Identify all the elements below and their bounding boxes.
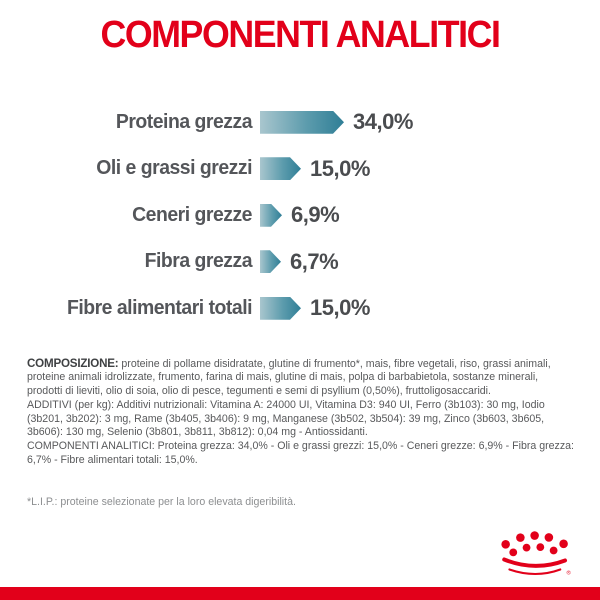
chart-row-bar [260, 297, 301, 320]
lip-footnote: *L.I.P.: proteine selezionate per la lor… [27, 496, 296, 508]
composition-label: COMPOSIZIONE: [27, 357, 119, 370]
footer-red-bar [0, 587, 600, 600]
chart-row: Ceneri grezze 6,9% [0, 192, 600, 239]
royal-canin-crown-logo: ® [501, 531, 571, 577]
chart-row-label: Ceneri grezze [132, 203, 252, 226]
chart-row: Proteina grezza 34,0% [0, 99, 600, 146]
page-title: COMPONENTI ANALITICI [100, 14, 501, 56]
chart-row: Oli e grassi grezzi 15,0% [0, 146, 600, 193]
registered-trademark-mark: ® [566, 570, 571, 577]
chart-row: Fibra grezza 6,7% [0, 239, 600, 286]
additives-paragraph: ADDITIVI (per kg): Additivi nutrizionali… [27, 399, 545, 439]
chart-row-bar [260, 204, 282, 227]
chart-row-label: Fibra grezza [144, 250, 253, 273]
analytical-components-chart: Proteina grezza 34,0% Oli e grassi grezz… [0, 99, 600, 332]
chart-row-label: Fibre alimentari totali [66, 296, 253, 319]
chart-row-value: 15,0% [310, 295, 370, 321]
analytical-paragraph: COMPONENTI ANALITICI: Proteina grezza: 3… [27, 440, 574, 466]
composition-paragraph: COMPOSIZIONE: proteine di pollame disidr… [27, 357, 576, 398]
chart-row-bar [260, 157, 301, 180]
chart-row: Fibre alimentari totali 15,0% [0, 285, 600, 332]
chart-row-value: 15,0% [310, 155, 370, 181]
chart-row-bar [260, 111, 344, 134]
chart-row-value: 6,7% [290, 248, 339, 274]
chart-row-label: Oli e grassi grezzi [96, 157, 252, 180]
chart-row-value: 34,0% [353, 109, 413, 135]
chart-row-label: Proteina grezza [115, 110, 253, 133]
chart-row-bar [260, 250, 281, 273]
info-text-block: COMPOSIZIONE: proteine di pollame disidr… [27, 357, 576, 468]
chart-row-value: 6,9% [291, 202, 340, 228]
composition-text: proteine di pollame disidratate, glutine… [27, 358, 551, 397]
